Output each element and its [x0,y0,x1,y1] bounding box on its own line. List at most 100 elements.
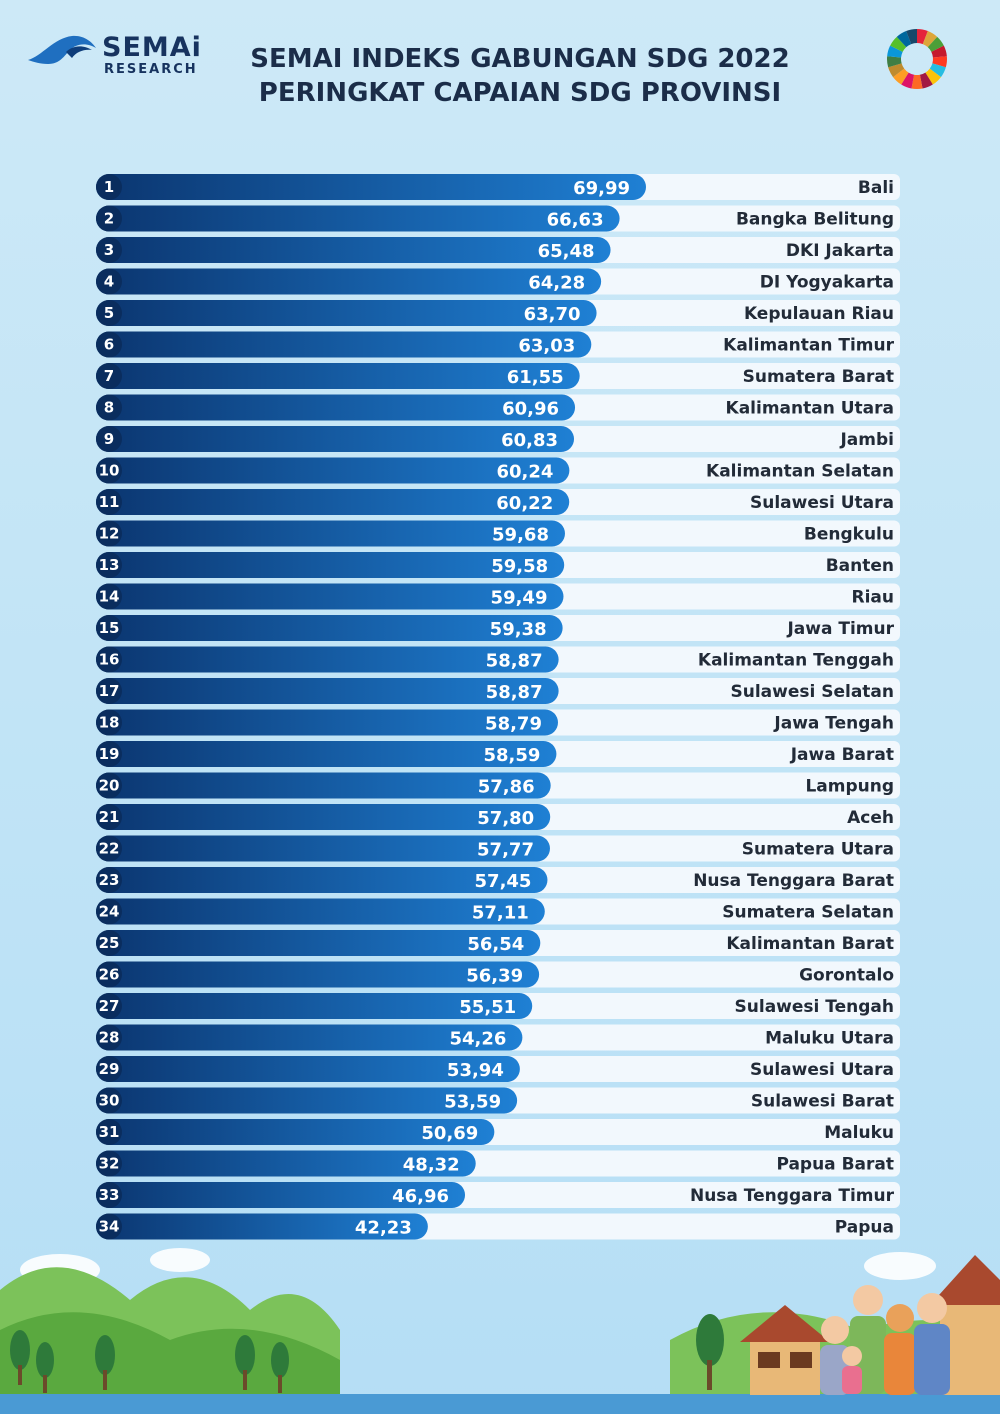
value-label: 55,51 [459,997,516,1018]
rank-label: 24 [99,903,120,921]
province-label: Sulawesi Utara [750,493,894,513]
value-bar [96,741,557,767]
rank-badge [96,961,122,988]
province-label: Nusa Tenggara Barat [693,871,894,891]
value-label: 59,49 [491,588,548,609]
value-bar [96,426,575,452]
rank-badge [96,678,122,704]
value-label: 42,23 [355,1218,412,1239]
rank-label: 22 [99,840,120,858]
rank-label: 26 [99,966,120,984]
ranking-row: 10 60,24 Kalimantan Selatan [96,457,900,484]
rank-badge [96,709,122,736]
rank-badge [96,552,122,578]
province-label: Jawa Tengah [773,714,894,734]
province-label: Kalimantan Barat [726,934,894,954]
value-label: 57,45 [475,871,532,892]
rank-label: 9 [104,430,114,448]
ranking-row: 31 50,69 Maluku [96,1119,900,1145]
rank-badge [96,331,122,358]
ranking-row: 27 55,51 Sulawesi Tengah [96,993,900,1019]
rank-label: 29 [99,1060,120,1078]
ranking-row: 20 57,86 Lampung [96,772,900,799]
value-label: 53,59 [444,1092,501,1113]
province-label: Gorontalo [799,966,894,986]
province-label: DKI Jakarta [786,241,894,261]
ranking-row: 6 63,03 Kalimantan Timur [96,331,900,358]
province-label: Bengkulu [804,525,894,545]
rank-badge [96,237,122,263]
value-label: 65,48 [538,241,595,262]
title-line-2: PERINGKAT CAPAIAN SDG PROVINSI [258,78,782,108]
value-label: 48,32 [403,1155,460,1176]
rank-badge [96,930,122,956]
ranking-row: 9 60,83 Jambi [96,426,900,452]
value-label: 46,96 [392,1186,449,1207]
rank-badge [96,363,122,389]
province-label: Nusa Tenggara Timur [690,1186,895,1206]
province-label: Kalimantan Timur [723,336,894,356]
rank-label: 4 [104,273,114,291]
rank-label: 13 [99,556,120,574]
ranking-row: 24 57,11 Sumatera Selatan [96,898,900,925]
rank-badge [96,867,122,893]
value-bar [96,961,540,988]
rank-badge [96,457,122,484]
rank-label: 30 [99,1092,120,1110]
value-label: 60,22 [496,493,553,514]
value-bar [96,1150,476,1177]
province-label: Sumatera Utara [742,840,894,860]
rank-badge [96,426,122,452]
rank-badge [96,835,122,862]
ranking-row: 22 57,77 Sumatera Utara [96,835,900,862]
rank-badge [96,993,122,1019]
value-bar [96,615,563,641]
ranking-row: 30 53,59 Sulawesi Barat [96,1087,900,1114]
rank-badge [96,1182,122,1208]
rank-badge [96,804,122,830]
rank-badge [96,646,122,673]
rank-label: 25 [99,934,120,952]
value-label: 58,59 [483,745,540,766]
rank-badge [96,1024,122,1051]
rank-label: 12 [99,525,120,543]
value-label: 60,96 [502,399,559,420]
province-label: Kepulauan Riau [744,304,894,324]
rank-label: 11 [99,493,120,511]
value-bar [96,1056,520,1082]
brand-name: SEMAi [102,32,202,63]
rank-label: 32 [99,1155,120,1173]
value-bar [96,331,592,358]
value-bar [96,646,559,673]
ranking-row: 33 46,96 Nusa Tenggara Timur [96,1182,900,1208]
province-label: Sulawesi Utara [750,1060,894,1080]
value-label: 59,38 [490,619,547,640]
ranking-row: 16 58,87 Kalimantan Tenggah [96,646,900,673]
rank-label: 16 [99,651,120,669]
value-label: 64,28 [528,273,585,294]
ranking-row: 4 64,28 DI Yogyakarta [96,268,900,295]
value-bar [96,1213,428,1240]
province-label: DI Yogyakarta [760,273,894,293]
ranking-row: 32 48,32 Papua Barat [96,1150,900,1177]
value-bar [96,489,570,515]
ranking-row: 1 69,99 Bali [96,174,900,200]
province-label: Kalimantan Selatan [706,462,894,482]
province-label: Sumatera Selatan [722,903,894,923]
value-bar [96,363,580,389]
ranking-row: 26 56,39 Gorontalo [96,961,900,988]
value-label: 58,79 [485,714,542,735]
province-label: Kalimantan Tenggah [698,651,894,671]
semai-wave-icon [28,35,96,64]
ranking-row: 8 60,96 Kalimantan Utara [96,394,900,421]
value-label: 63,70 [524,304,581,325]
rank-badge [96,898,122,925]
ranking-row: 19 58,59 Jawa Barat [96,741,900,767]
ranking-row: 14 59,49 Riau [96,583,900,610]
ranking-row: 7 61,55 Sumatera Barat [96,363,900,389]
rank-label: 10 [99,462,120,480]
rank-badge [96,772,122,799]
province-label: Jawa Barat [790,745,894,765]
rank-label: 5 [104,304,114,322]
